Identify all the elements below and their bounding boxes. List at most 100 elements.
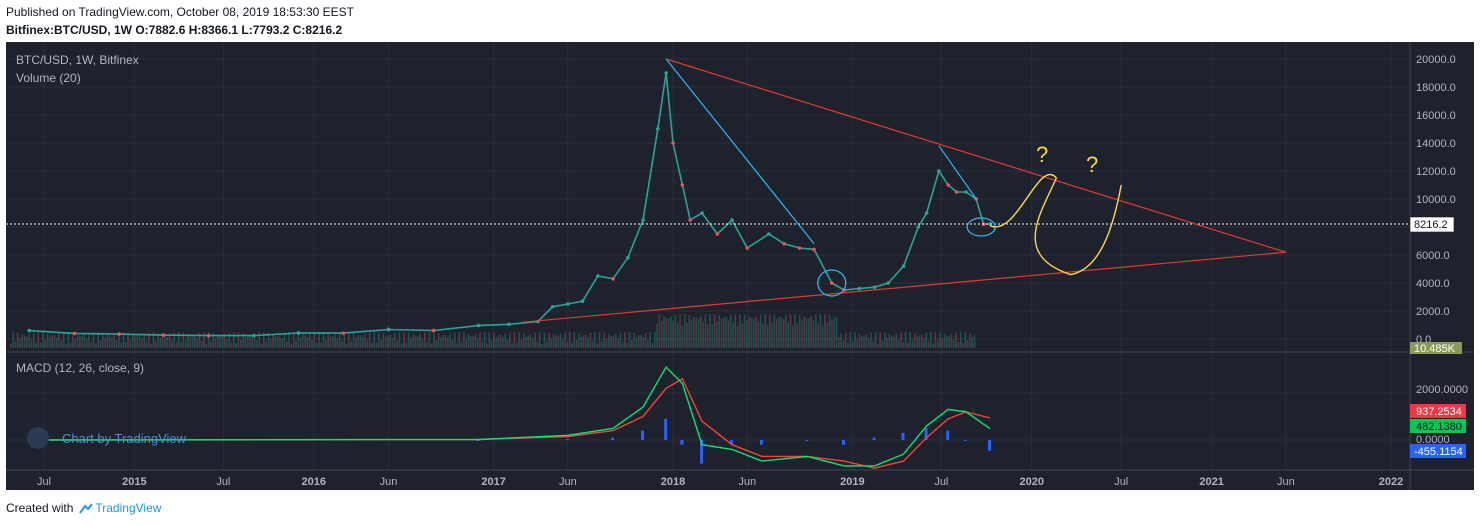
volume-bar	[718, 315, 720, 348]
volume-bar	[511, 342, 513, 348]
volume-bar	[200, 340, 203, 348]
volume-bar	[350, 340, 352, 348]
volume-bar	[444, 334, 447, 348]
volume-bar	[311, 339, 313, 348]
volume-bar	[391, 337, 394, 348]
volume-bar	[217, 334, 219, 348]
volume-bar	[194, 334, 196, 348]
hist-badge-text: -455.1154	[1414, 446, 1463, 458]
volume-label: Volume (20)	[16, 71, 81, 85]
volume-bar	[145, 341, 148, 348]
volume-bar	[649, 332, 651, 348]
footer-brand[interactable]: TradingView	[77, 501, 161, 515]
macd-hist-bar	[565, 438, 569, 440]
volume-bar	[380, 339, 382, 348]
volume-bar	[766, 324, 769, 348]
volume-bar	[789, 314, 792, 348]
macd-hist-bar	[730, 440, 733, 445]
signal-badge-text: 482.1380	[1416, 421, 1462, 433]
volume-bar	[886, 337, 888, 348]
price-point	[161, 333, 166, 337]
signal-badge-bg	[1410, 419, 1466, 433]
volume-bar	[62, 332, 65, 348]
macd-hist-bar	[988, 440, 992, 451]
volume-bar	[104, 337, 106, 348]
volume-bar	[295, 340, 297, 348]
price-point	[916, 225, 921, 229]
volume-bar	[769, 314, 771, 348]
volume-bar	[605, 338, 608, 348]
volume-bar	[854, 332, 856, 348]
volume-bar	[28, 333, 30, 348]
volume-bar	[959, 332, 962, 348]
volume-bar	[240, 339, 242, 348]
volume-bar	[332, 335, 334, 348]
volume-bar	[557, 336, 559, 348]
volume-bar	[631, 340, 633, 348]
macd-hist-bar	[700, 440, 704, 464]
macd-hist-bar	[680, 440, 684, 445]
volume-bar	[803, 316, 806, 348]
volume-bar	[334, 334, 336, 348]
volume-bar	[930, 332, 932, 348]
price-point	[580, 299, 585, 304]
volume-bar	[555, 335, 557, 348]
volume-bar	[355, 337, 357, 348]
volume-bar	[840, 333, 842, 348]
price-point	[386, 327, 391, 332]
volume-bar	[122, 332, 125, 348]
volume-bar	[734, 314, 737, 348]
volume-bar	[750, 317, 753, 348]
volume-bar	[460, 341, 463, 348]
volume-bar	[198, 332, 201, 348]
volume-bar	[276, 336, 279, 348]
volume-bar	[904, 332, 907, 348]
last-price-badge: 8216.2	[1409, 216, 1455, 233]
tradingview-watermark: Chart by TradingView	[27, 427, 187, 449]
price-point	[797, 246, 802, 250]
volume-bar	[102, 333, 104, 348]
volume-bar	[435, 339, 438, 348]
volume-bar	[72, 332, 74, 348]
volume-bar	[812, 320, 815, 348]
volume-bar	[847, 342, 849, 348]
volume-bar	[683, 314, 686, 348]
volume-bar	[838, 337, 840, 348]
price-point	[872, 285, 877, 289]
volume-bar	[483, 332, 486, 348]
volume-bar	[539, 332, 541, 348]
volume-bar	[893, 336, 895, 348]
volume-bar	[164, 335, 166, 348]
volume-bar	[900, 332, 902, 348]
macd-hist-bar	[759, 440, 763, 445]
volume-bar	[520, 339, 523, 348]
price-point	[341, 331, 346, 335]
volume-bar	[318, 332, 320, 348]
volume-bar	[842, 339, 845, 348]
volume-bar	[65, 343, 67, 348]
volume-bar	[39, 342, 42, 348]
price-chart[interactable]: 0.02000.04000.06000.08000.010000.012000.…	[6, 42, 1474, 490]
x-tick-label: 2019	[840, 476, 864, 488]
volume-bar	[92, 332, 95, 348]
volume-bar	[925, 333, 927, 348]
volume-bar	[171, 339, 173, 348]
volume-bar	[582, 335, 585, 348]
volume-bar	[541, 343, 543, 348]
volume-bar	[481, 341, 484, 348]
volume-bar	[421, 338, 424, 348]
volume-bar	[288, 332, 290, 348]
price-point	[655, 127, 660, 131]
volume-bar	[849, 332, 852, 348]
volume-bar	[428, 332, 431, 348]
volume-bar	[610, 335, 612, 348]
volume-badge-text: 10.485K	[1414, 343, 1456, 355]
volume-bar	[716, 321, 718, 348]
volume-bar	[608, 334, 610, 348]
volume-bar	[815, 314, 817, 348]
volume-bar	[196, 337, 198, 348]
volume-bar	[175, 342, 178, 348]
macd-line	[29, 365, 991, 467]
volume-bar	[467, 333, 470, 348]
volume-bar	[322, 332, 325, 348]
